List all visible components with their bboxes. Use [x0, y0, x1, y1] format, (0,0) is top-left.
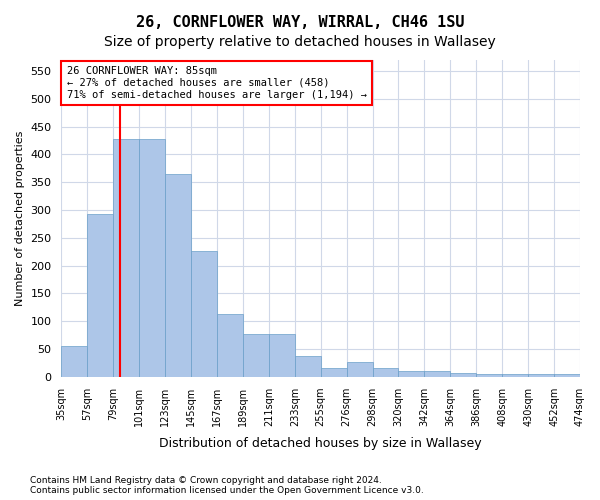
Bar	[217, 314, 243, 376]
Text: Size of property relative to detached houses in Wallasey: Size of property relative to detached ho…	[104, 35, 496, 49]
Bar	[321, 368, 347, 376]
Bar	[139, 139, 165, 376]
Bar	[269, 334, 295, 376]
Text: 26, CORNFLOWER WAY, WIRRAL, CH46 1SU: 26, CORNFLOWER WAY, WIRRAL, CH46 1SU	[136, 15, 464, 30]
Text: 26 CORNFLOWER WAY: 85sqm
← 27% of detached houses are smaller (458)
71% of semi-: 26 CORNFLOWER WAY: 85sqm ← 27% of detach…	[67, 66, 367, 100]
Text: Contains HM Land Registry data © Crown copyright and database right 2024.
Contai: Contains HM Land Registry data © Crown c…	[30, 476, 424, 495]
Bar	[191, 250, 217, 376]
Bar	[451, 374, 476, 376]
Bar	[554, 374, 580, 376]
Bar	[424, 371, 451, 376]
Bar	[528, 374, 554, 376]
Bar	[113, 139, 139, 376]
Bar	[295, 356, 321, 376]
Bar	[373, 368, 398, 376]
Bar	[243, 334, 269, 376]
Bar	[61, 346, 88, 376]
Bar	[165, 174, 191, 376]
Bar	[347, 362, 373, 376]
Bar	[476, 374, 502, 376]
X-axis label: Distribution of detached houses by size in Wallasey: Distribution of detached houses by size …	[160, 437, 482, 450]
Bar	[502, 374, 528, 376]
Bar	[88, 214, 113, 376]
Y-axis label: Number of detached properties: Number of detached properties	[15, 130, 25, 306]
Bar	[398, 371, 424, 376]
